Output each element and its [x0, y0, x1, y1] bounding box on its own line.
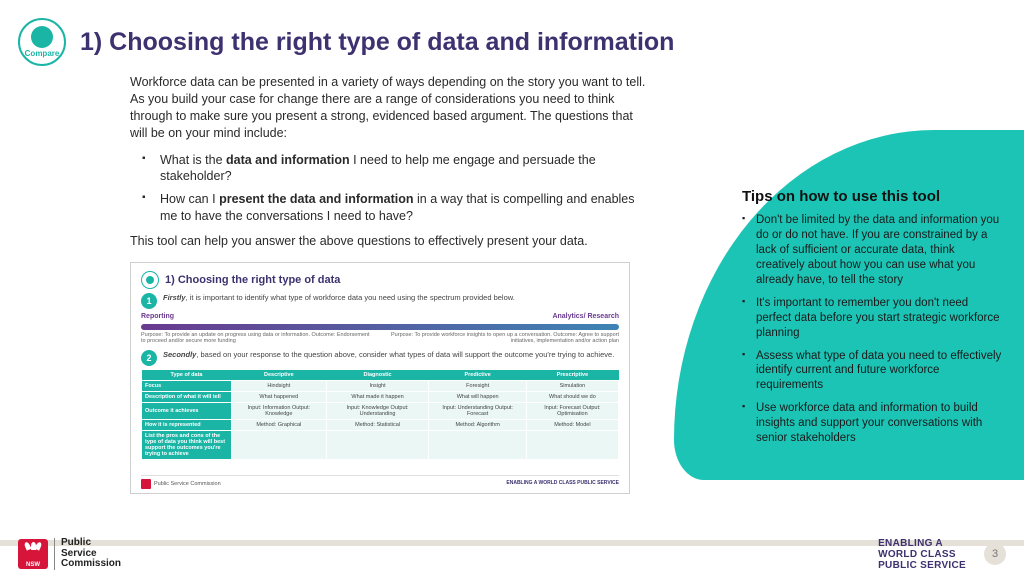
question-item: What is the data and information I need … [146, 152, 650, 186]
spectrum-labels: ReportingAnalytics/ Research [141, 313, 619, 320]
slide-header: Compare 1) Choosing the right type of da… [0, 0, 1024, 74]
slide-thumbnail: 1) Choosing the right type of data 1 Fir… [130, 262, 630, 494]
tip-item: Use workforce data and information to bu… [742, 401, 1004, 446]
psc-text: Public Service Commission [54, 538, 121, 570]
data-type-table: Type of dataDescriptiveDiagnosticPredict… [141, 370, 619, 460]
step-number-icon: 1 [141, 293, 157, 309]
spectrum-subtext: Purpose: To provide an update on progres… [141, 332, 619, 344]
enabling-tagline: ENABLING A WORLD CLASS PUBLIC SERVICE [878, 538, 966, 571]
thumb-title: 1) Choosing the right type of data [165, 274, 340, 286]
thumb-footer: Public Service Commission ENABLING A WOR… [141, 475, 619, 489]
nsw-badge-icon [18, 539, 48, 569]
body-column: Workforce data can be presented in a var… [130, 74, 670, 494]
step-text: Secondly, based on your response to the … [163, 350, 614, 359]
tip-item: Assess what type of data you need to eff… [742, 349, 1004, 394]
closing-text: This tool can help you answer the above … [130, 233, 650, 250]
nsw-logo: Public Service Commission [18, 538, 121, 570]
spectrum-bar [141, 324, 619, 330]
question-list: What is the data and information I need … [130, 152, 650, 226]
compare-icon: Compare [18, 18, 66, 66]
tip-item: Don't be limited by the data and informa… [742, 213, 1004, 288]
intro-text: Workforce data can be presented in a var… [130, 74, 650, 142]
step-text: Firstly, it is important to identify wha… [163, 293, 515, 302]
tip-item: It's important to remember you don't nee… [742, 296, 1004, 341]
slide-title: 1) Choosing the right type of data and i… [80, 28, 674, 57]
compare-icon [141, 271, 159, 289]
tips-list: Don't be limited by the data and informa… [742, 213, 1004, 446]
page-number: 3 [984, 543, 1006, 565]
slide-footer: Public Service Commission ENABLING A WOR… [0, 532, 1024, 576]
step-number-icon: 2 [141, 350, 157, 366]
question-item: How can I present the data and informati… [146, 191, 650, 225]
tips-heading: Tips on how to use this tool [742, 188, 1004, 205]
